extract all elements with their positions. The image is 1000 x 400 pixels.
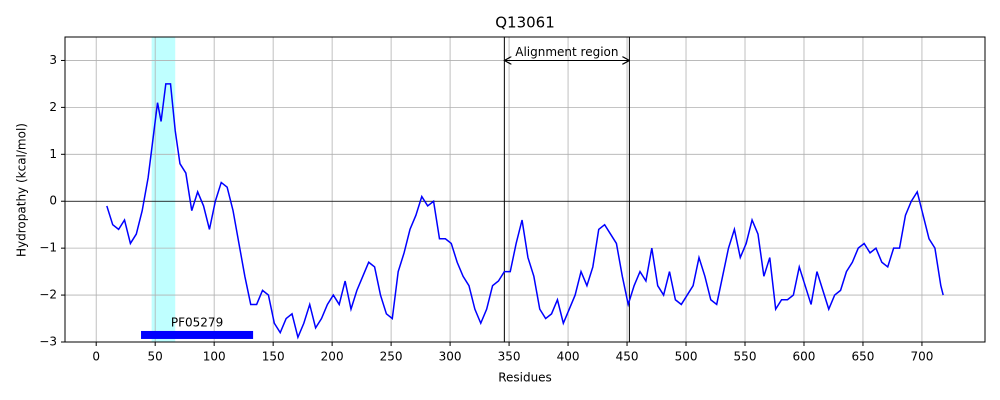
y-tick-label: −2 [39, 288, 57, 302]
chart-title: Q13061 [495, 14, 555, 32]
x-axis-label: Residues [498, 371, 552, 385]
y-axis-label: Hydropathy (kcal/mol) [15, 123, 29, 257]
y-tick-label: 3 [49, 53, 57, 67]
x-tick-label: 600 [793, 350, 816, 364]
domain-label: PF05279 [171, 315, 223, 329]
x-tick-label: 50 [148, 350, 163, 364]
highlight-span [151, 37, 176, 342]
data-line [106, 83, 944, 340]
x-tick-label: 0 [92, 350, 100, 364]
y-tick-label: −1 [39, 241, 57, 255]
x-tick-label: 250 [380, 350, 403, 364]
x-tick-label: 450 [616, 350, 639, 364]
x-tick-label: 400 [557, 350, 580, 364]
x-tick-label: 500 [675, 350, 698, 364]
x-tick-label: 150 [262, 350, 285, 364]
y-tick-label: −3 [39, 335, 57, 349]
region-label: Alignment region [515, 45, 618, 59]
x-tick-label: 200 [321, 350, 344, 364]
x-tick-label: 350 [498, 350, 521, 364]
x-tick-label: 700 [910, 350, 933, 364]
x-tick-label: 650 [852, 350, 875, 364]
x-tick-label: 100 [203, 350, 226, 364]
x-tick-label: 300 [439, 350, 462, 364]
y-tick-label: 0 [49, 194, 57, 208]
domain-bar [141, 330, 254, 339]
y-tick-label: 2 [49, 100, 57, 114]
plot-frame [64, 36, 986, 343]
y-tick-label: 1 [49, 147, 57, 161]
x-tick-label: 550 [734, 350, 757, 364]
